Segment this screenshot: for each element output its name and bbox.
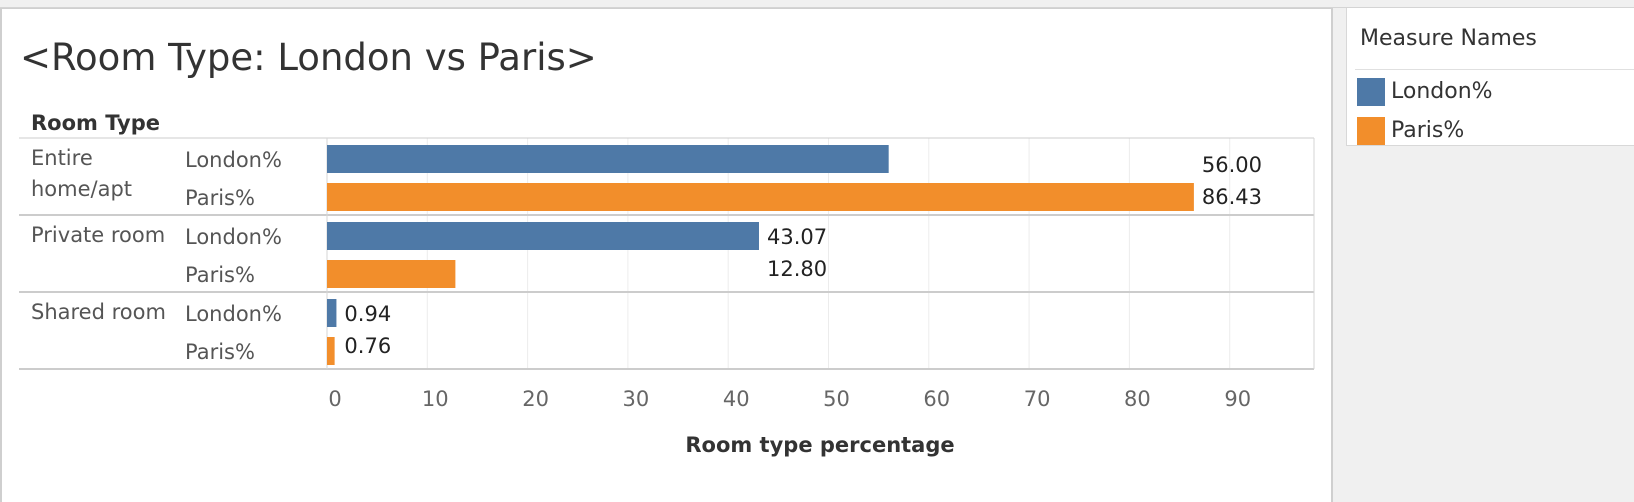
bar-london bbox=[327, 145, 889, 173]
measure-label: London% bbox=[185, 148, 282, 172]
data-label: 0.76 bbox=[344, 334, 391, 358]
x-tick-label: 40 bbox=[723, 387, 750, 411]
legend: Measure Names London% Paris% bbox=[1346, 8, 1634, 146]
measure-label: Paris% bbox=[185, 340, 255, 364]
x-tick-label: 70 bbox=[1024, 387, 1051, 411]
legend-label-paris: Paris% bbox=[1391, 118, 1465, 143]
x-axis-title: Room type percentage bbox=[685, 433, 954, 457]
measure-label: Paris% bbox=[185, 186, 255, 210]
measure-label: London% bbox=[185, 302, 282, 326]
measure-label: Paris% bbox=[185, 263, 255, 287]
legend-divider bbox=[1355, 69, 1634, 70]
bar-london bbox=[327, 299, 337, 327]
x-tick-label: 80 bbox=[1124, 387, 1151, 411]
category-label: Private room bbox=[31, 223, 165, 247]
legend-swatch-london bbox=[1357, 78, 1385, 106]
data-label: 56.00 bbox=[1202, 153, 1262, 177]
x-tick-label: 90 bbox=[1224, 387, 1251, 411]
legend-item-london[interactable]: London% bbox=[1347, 78, 1634, 108]
legend-item-paris[interactable]: Paris% bbox=[1347, 117, 1634, 147]
data-label: 43.07 bbox=[767, 225, 827, 249]
data-label: 0.94 bbox=[344, 302, 391, 326]
measure-label: London% bbox=[185, 225, 282, 249]
legend-title: Measure Names bbox=[1360, 26, 1537, 51]
x-tick-label: 0 bbox=[328, 387, 341, 411]
x-tick-label: 50 bbox=[823, 387, 850, 411]
x-tick-label: 30 bbox=[623, 387, 650, 411]
category-label: Entire home/apt bbox=[31, 146, 132, 201]
bar-paris bbox=[327, 337, 335, 365]
legend-label-london: London% bbox=[1391, 79, 1493, 104]
bar-chart: Entire home/apt London% Paris% Private room L… bbox=[19, 137, 1315, 457]
legend-swatch-paris bbox=[1357, 117, 1385, 145]
x-tick-label: 20 bbox=[522, 387, 549, 411]
row-header-room-type: Room Type bbox=[31, 111, 161, 135]
x-tick-label: 10 bbox=[422, 387, 449, 411]
data-label: 12.80 bbox=[767, 257, 827, 281]
bar-paris bbox=[327, 183, 1194, 211]
bar-london bbox=[327, 222, 759, 250]
chart-title: <Room Type: London vs Paris> bbox=[20, 36, 597, 79]
data-label: 86.43 bbox=[1202, 185, 1262, 209]
category-label: Shared room bbox=[31, 300, 166, 324]
bar-paris bbox=[327, 260, 456, 288]
chart-panel bbox=[0, 8, 1333, 502]
x-tick-label: 60 bbox=[923, 387, 950, 411]
